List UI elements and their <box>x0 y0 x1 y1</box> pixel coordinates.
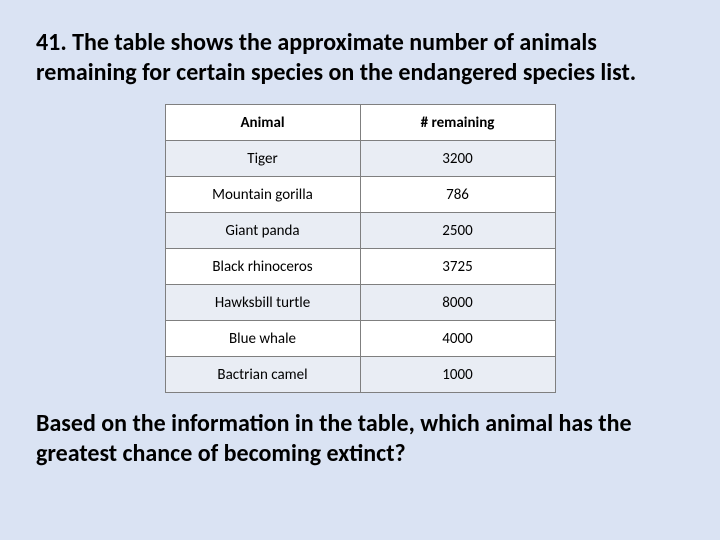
table-row: Bactrian camel 1000 <box>165 357 555 393</box>
cell-remaining: 1000 <box>360 357 555 393</box>
cell-remaining: 4000 <box>360 321 555 357</box>
question-text: Based on the information in the table, w… <box>36 409 684 469</box>
table-row: Giant panda 2500 <box>165 213 555 249</box>
cell-animal: Giant panda <box>165 213 360 249</box>
table-row: Blue whale 4000 <box>165 321 555 357</box>
table-row: Hawksbill turtle 8000 <box>165 285 555 321</box>
table-container: Animal # remaining Tiger 3200 Mountain g… <box>36 104 684 393</box>
cell-animal: Hawksbill turtle <box>165 285 360 321</box>
col-header-remaining: # remaining <box>360 105 555 141</box>
cell-remaining: 2500 <box>360 213 555 249</box>
cell-animal: Black rhinoceros <box>165 249 360 285</box>
cell-animal: Tiger <box>165 141 360 177</box>
cell-animal: Blue whale <box>165 321 360 357</box>
table-row: Black rhinoceros 3725 <box>165 249 555 285</box>
intro-text: 41. The table shows the approximate numb… <box>36 28 684 88</box>
table-row: Tiger 3200 <box>165 141 555 177</box>
cell-remaining: 3725 <box>360 249 555 285</box>
cell-remaining: 8000 <box>360 285 555 321</box>
cell-remaining: 3200 <box>360 141 555 177</box>
col-header-animal: Animal <box>165 105 360 141</box>
cell-remaining: 786 <box>360 177 555 213</box>
table-header-row: Animal # remaining <box>165 105 555 141</box>
species-table: Animal # remaining Tiger 3200 Mountain g… <box>165 104 556 393</box>
table-row: Mountain gorilla 786 <box>165 177 555 213</box>
cell-animal: Mountain gorilla <box>165 177 360 213</box>
cell-animal: Bactrian camel <box>165 357 360 393</box>
